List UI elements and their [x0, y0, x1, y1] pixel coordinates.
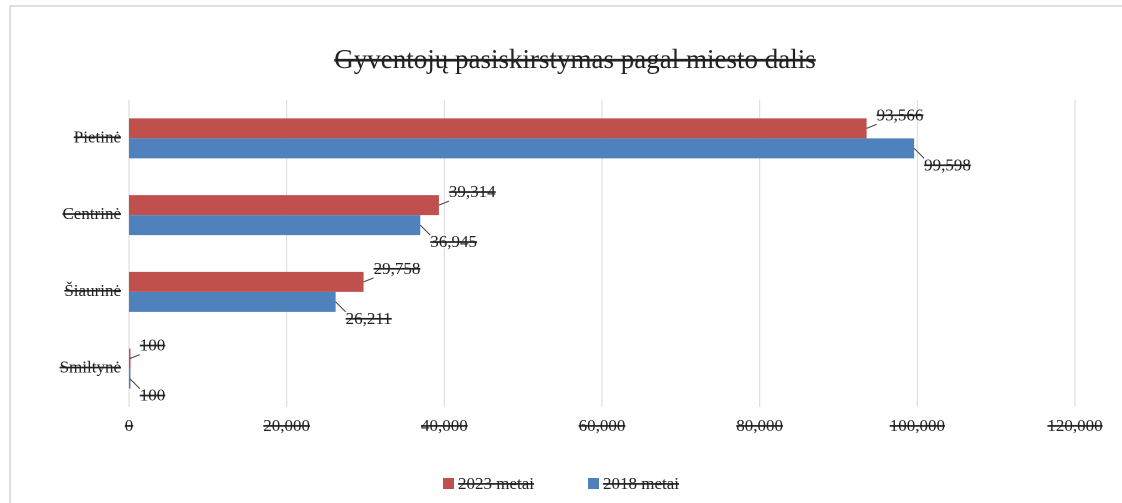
- leader-line: [335, 301, 346, 313]
- y-tick-label: Centrinė: [62, 204, 121, 223]
- legend-swatch: [588, 478, 599, 489]
- bar: [129, 368, 131, 389]
- leader-line: [363, 277, 374, 283]
- value-label: 93,566: [877, 105, 924, 124]
- y-tick-label: Šiaurinė: [64, 281, 121, 300]
- x-tick-label: 20,000: [263, 416, 310, 435]
- x-tick-label: 0: [125, 416, 134, 435]
- value-label: 100: [140, 386, 166, 405]
- x-tick-label: 120,000: [1047, 416, 1102, 435]
- x-tick-label: 80,000: [736, 416, 783, 435]
- value-label: 39,314: [449, 182, 496, 201]
- x-tick-label: 100,000: [890, 416, 945, 435]
- leader-line: [419, 224, 431, 236]
- x-tick-label: 60,000: [579, 416, 626, 435]
- leader-line: [129, 378, 141, 389]
- value-label: 29,758: [374, 259, 421, 278]
- x-tick-label: 40,000: [421, 416, 468, 435]
- leader-line: [129, 354, 140, 360]
- leader-line: [438, 200, 450, 206]
- legend-swatch: [443, 478, 454, 489]
- bar: [129, 195, 439, 216]
- legend-label: 2018 metai: [603, 474, 679, 493]
- leader-line: [913, 148, 925, 159]
- chart-frame: [9, 5, 1122, 503]
- bar: [129, 118, 867, 139]
- value-label: 100: [140, 336, 166, 355]
- y-tick-label: Smiltynė: [60, 358, 121, 377]
- bar: [129, 271, 364, 292]
- bar: [129, 215, 421, 236]
- legend-label: 2023 metai: [458, 474, 534, 493]
- bar: [129, 348, 131, 369]
- leader-line: [866, 123, 877, 129]
- value-label: 99,598: [924, 155, 971, 174]
- value-label: 36,945: [430, 232, 477, 251]
- chart-title: Gyventojų pasiskirstymas pagal miesto da…: [334, 44, 815, 74]
- value-label: 26,211: [346, 309, 392, 328]
- bar: [129, 291, 336, 312]
- y-tick-label: Pietinė: [74, 127, 121, 146]
- bar: [129, 138, 915, 159]
